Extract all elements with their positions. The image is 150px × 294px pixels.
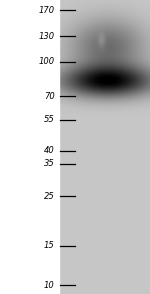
Text: 35: 35 [44,159,55,168]
Text: 40: 40 [44,146,55,155]
Text: 15: 15 [44,241,55,250]
Text: 70: 70 [44,92,55,101]
Bar [0,0,59,294]
Text: 25: 25 [44,192,55,201]
Text: 130: 130 [39,32,55,41]
Text: 170: 170 [39,6,55,15]
Text: 55: 55 [44,115,55,124]
Text: 100: 100 [39,57,55,66]
Text: 10: 10 [44,281,55,290]
